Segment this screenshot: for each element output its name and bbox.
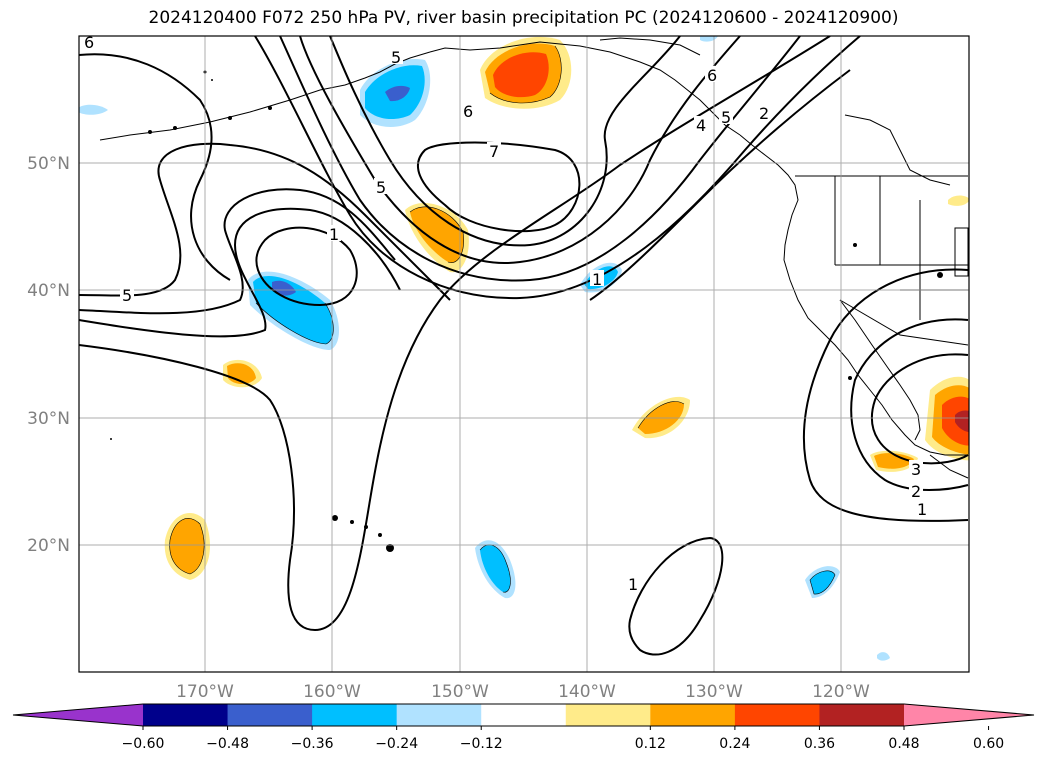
contour-label: 6 — [84, 33, 94, 52]
lat-label-50n: 50°N — [27, 154, 70, 174]
contour-label: 2 — [759, 104, 769, 123]
colorbar-segment — [734, 704, 820, 726]
colorbar-segment — [650, 704, 736, 726]
lon-labels: 170°W 160°W 150°W 140°W 130°W 120°W — [176, 682, 870, 702]
lat-labels: 50°N 40°N 30°N 20°N — [27, 154, 70, 556]
colorbar-tick-label: 0.36 — [804, 736, 835, 752]
colorbar-segment — [227, 704, 313, 726]
contour-label: 5 — [391, 48, 401, 67]
colorbar-tick-label: 0.60 — [973, 736, 1004, 752]
contour-label: 6 — [707, 66, 717, 85]
colorbar-tick-label: 0.24 — [719, 736, 750, 752]
map-frame-bg — [79, 36, 969, 672]
colorbar-segment — [481, 704, 567, 726]
lat-label-30n: 30°N — [27, 409, 70, 429]
lon-label-120w: 120°W — [812, 682, 870, 702]
contour-labels: 6 5 6 7 5 1 1 2 4 5 6 5 1 3 — [82, 33, 929, 594]
colorbar — [12, 703, 1035, 727]
contour-label: 5 — [376, 178, 386, 197]
colorbar-tick-label: 0.12 — [635, 736, 666, 752]
lon-label-160w: 160°W — [303, 682, 361, 702]
colorbar-segment — [819, 704, 905, 726]
contour-label: 1 — [628, 575, 638, 594]
colorbar-segment — [312, 704, 398, 726]
colorbar-segment — [396, 704, 482, 726]
colorbar-tick-label: −0.36 — [291, 736, 334, 752]
map-title: 2024120400 F072 250 hPa PV, river basin … — [148, 8, 899, 28]
colorbar-tick-label: −0.24 — [375, 736, 418, 752]
colorbar-extend-low — [13, 704, 143, 726]
colorbar-ticks: −0.60 −0.48 −0.36 −0.24 −0.12 0.12 0.24 0.36 0.4… — [122, 726, 1004, 752]
lat-label-40n: 40°N — [27, 281, 70, 301]
contour-label: 5 — [122, 286, 132, 305]
colorbar-extend-high — [904, 704, 1034, 726]
colorbar-tick-label: 0.48 — [888, 736, 919, 752]
lon-label-150w: 150°W — [431, 682, 489, 702]
lon-label-140w: 140°W — [558, 682, 616, 702]
colorbar-segment — [565, 704, 651, 726]
lon-label-170w: 170°W — [176, 682, 234, 702]
contour-label: 6 — [463, 102, 473, 121]
map-frame — [78, 35, 970, 673]
colorbar-tick-label: −0.60 — [122, 736, 165, 752]
lat-label-20n: 20°N — [27, 536, 70, 556]
contour-label: 2 — [911, 482, 921, 501]
colorbar-tick-label: −0.12 — [460, 736, 503, 752]
contour-label: 1 — [592, 270, 602, 289]
lon-label-130w: 130°W — [685, 682, 743, 702]
contour-label: 1 — [917, 500, 927, 519]
contour-label: 3 — [911, 460, 921, 479]
coastlines — [99, 37, 969, 479]
colorbar-tick-label: −0.48 — [206, 736, 249, 752]
contour-label: 1 — [329, 225, 339, 244]
pv-contours — [79, 36, 969, 656]
gridlines — [79, 36, 969, 672]
contour-label: 7 — [489, 142, 499, 161]
contour-label: 4 — [696, 116, 706, 135]
colorbar-segment — [143, 704, 229, 726]
contour-label: 5 — [721, 108, 731, 127]
